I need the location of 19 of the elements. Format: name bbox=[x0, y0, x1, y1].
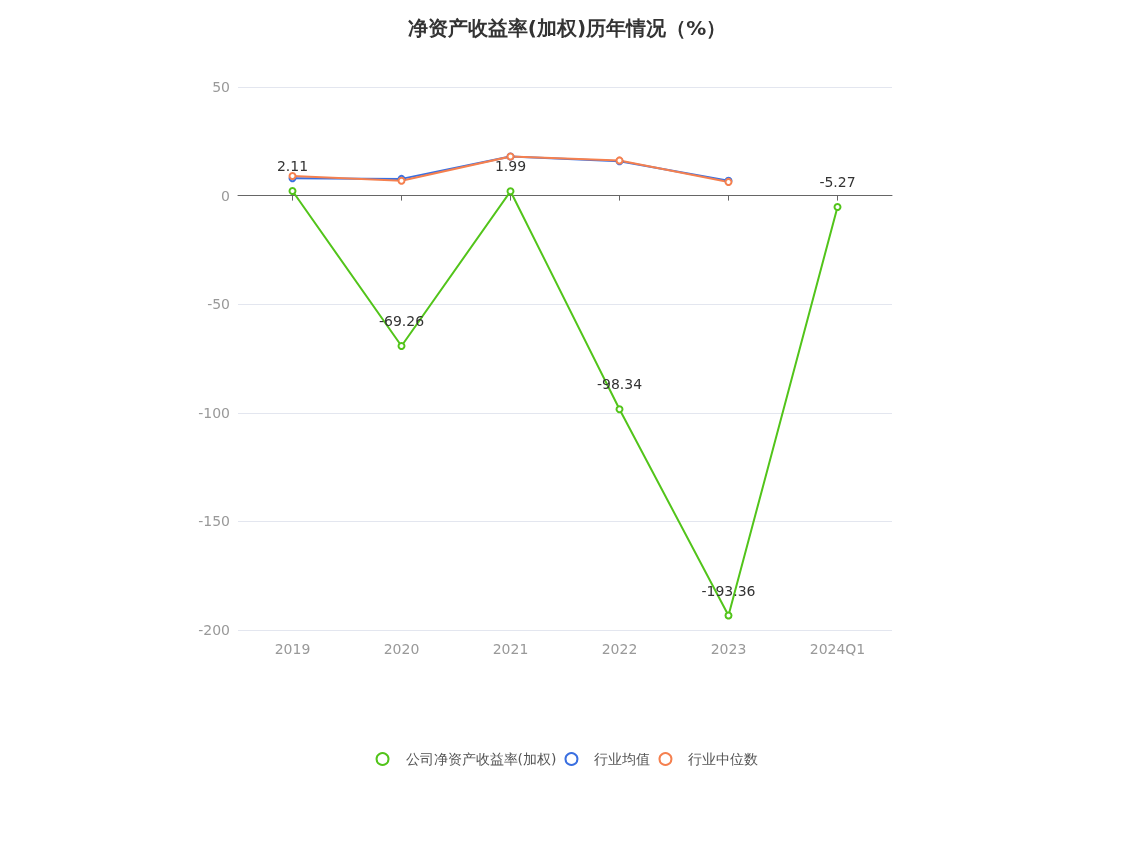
x-tick-label: 2022 bbox=[601, 641, 638, 657]
data-label: 2.11 bbox=[276, 158, 309, 175]
x-tick-label: 2021 bbox=[492, 641, 529, 657]
x-tick-label: 2019 bbox=[274, 641, 311, 657]
legend-label: 行业均值 bbox=[594, 751, 651, 767]
x-tick-label: 2023 bbox=[710, 641, 747, 657]
legend-label: 公司净资产收益率(加权) bbox=[405, 751, 557, 767]
y-tick-label: -50 bbox=[207, 296, 230, 313]
y-tick-label: 0 bbox=[221, 187, 230, 204]
chart-title: 净资产收益率(加权)历年情况（%） bbox=[407, 16, 727, 40]
y-tick-label: -100 bbox=[198, 404, 230, 421]
data-label: 1.99 bbox=[494, 158, 527, 175]
legend-label: 行业中位数 bbox=[688, 751, 759, 767]
data-label: -5.27 bbox=[819, 174, 856, 191]
y-tick-label: 50 bbox=[212, 79, 230, 95]
x-tick-label: 2020 bbox=[383, 641, 420, 657]
y-tick-label: -150 bbox=[198, 513, 230, 530]
x-tick-label: 2024Q1 bbox=[809, 641, 866, 657]
y-tick-label: -200 bbox=[198, 622, 230, 638]
